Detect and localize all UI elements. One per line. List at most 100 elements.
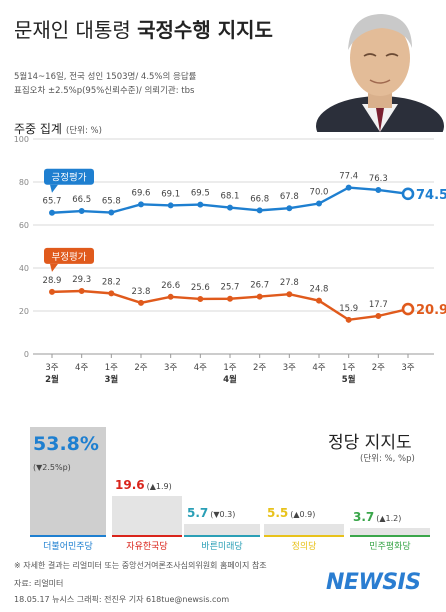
party-value: 5.7 <box>187 505 209 520</box>
data-label: 26.6 <box>161 281 180 291</box>
y-tick-label: 40 <box>19 264 29 273</box>
page-title: 문재인 대통령 국정수행 지지도 <box>14 14 273 43</box>
data-point <box>286 205 293 212</box>
last-value-label: 20.9% <box>416 303 446 318</box>
party-value: 53.8% <box>33 433 99 456</box>
x-tick-label: 3주 <box>283 363 296 373</box>
party-name: 더불어민주당 <box>43 542 93 552</box>
party-change: (▼0.3) <box>210 509 236 519</box>
data-point <box>167 293 174 300</box>
data-label: 65.7 <box>43 197 62 207</box>
party-name: 자유한국당 <box>126 542 168 552</box>
data-point <box>167 202 174 209</box>
data-point <box>227 295 233 302</box>
data-label: 17.7 <box>369 300 388 310</box>
data-label: 66.8 <box>250 194 269 204</box>
data-point <box>197 295 204 302</box>
data-label: 76.3 <box>369 174 388 184</box>
party-bar <box>350 527 430 537</box>
series-name: 부정평가 <box>52 252 87 263</box>
series-badge <box>44 247 94 264</box>
party-value: 5.5 <box>267 506 289 520</box>
x-tick-label: 4주 <box>75 363 88 373</box>
x-tick-label: 4주 <box>194 363 207 373</box>
y-tick-label: 20 <box>19 307 29 316</box>
series-negative: 28.9 29.3 28.2 23.8 26.6 25.6 25.7 26.7 27.8 24.8… <box>43 247 446 323</box>
y-tick-label: 80 <box>19 178 29 187</box>
y-axis-ticks: 0 20 40 60 80 100 <box>14 135 29 359</box>
month-label: 4월 <box>223 374 237 385</box>
data-point <box>78 288 85 295</box>
series-lines: 65.7 66.5 65.8 69.6 69.1 69.5 68.1 66.8 67.8 70.0… <box>43 168 446 323</box>
data-label: 28.2 <box>102 277 121 287</box>
series-name: 긍정평가 <box>52 173 87 184</box>
party-value-label: 5.7 (▼0.3) <box>187 502 235 521</box>
data-label: 26.7 <box>250 281 269 291</box>
last-value-label: 74.5% <box>416 188 446 203</box>
series-badge-pointer <box>50 263 58 272</box>
data-point <box>256 293 263 300</box>
data-label: 68.1 <box>221 192 240 202</box>
party-change: (▲1.2) <box>376 513 402 523</box>
x-tick-label: 1주 <box>105 363 118 373</box>
data-point <box>108 290 115 297</box>
x-tick-label: 3주 <box>45 363 58 373</box>
x-tick-label: 3주 <box>164 363 177 373</box>
data-point <box>256 207 263 214</box>
month-label: 3월 <box>104 374 118 385</box>
data-point <box>375 186 382 193</box>
series-positive: 65.7 66.5 65.8 69.6 69.1 69.5 68.1 66.8 67.8 70.0… <box>43 168 446 216</box>
data-point <box>49 209 55 216</box>
data-point <box>401 187 415 201</box>
party-name: 민주평화당 <box>369 542 411 552</box>
title-bold: 국정수행 지지도 <box>137 18 273 42</box>
party-bar <box>112 495 182 537</box>
footnote: ※ 자세한 결과는 리얼미터 또는 중앙선거여론조사심의위원회 홈페이지 참조 <box>14 561 267 570</box>
party-value-label: 19.6 (▲1.9) <box>115 474 172 493</box>
grid <box>33 138 434 355</box>
source: 자료: 리얼미터 <box>14 579 64 588</box>
party-bar <box>264 524 344 537</box>
data-label: 70.0 <box>310 188 329 198</box>
data-label: 77.4 <box>339 172 358 182</box>
party-bar <box>184 523 260 537</box>
data-label: 25.6 <box>191 283 210 293</box>
x-tick-label: 3주 <box>401 363 414 373</box>
data-point <box>375 312 382 319</box>
data-label: 65.8 <box>102 197 121 207</box>
party-name: 바른미래당 <box>201 542 243 552</box>
party-value-label: 5.5 (▲0.9) <box>267 502 315 521</box>
party-chart-unit: (단위: %, %p) <box>360 454 415 464</box>
party-chart-title: 정당 지지도 <box>328 433 412 453</box>
x-tick-label: 1주 <box>342 363 355 373</box>
party-value-label: 3.7 (▲1.2) <box>353 506 401 525</box>
data-label: 27.8 <box>280 278 299 288</box>
subtitle-line-1: 5월14~16일, 전국 성인 1503명/ 4.5%의 응답률 <box>14 72 197 82</box>
y-tick-label: 100 <box>14 135 29 144</box>
title-prefix: 문재인 대통령 <box>14 18 138 42</box>
x-tick-label: 2주 <box>372 363 385 373</box>
line-chart-unit: (단위: %) <box>65 126 102 136</box>
party-change: (▲1.9) <box>146 481 172 491</box>
newsis-logo: NEWSIS <box>326 570 421 595</box>
x-tick-label: 2주 <box>253 363 266 373</box>
data-point <box>345 316 352 323</box>
data-label: 25.7 <box>221 283 240 293</box>
line-chart-title-text: 주중 집계 <box>14 122 62 136</box>
party-name: 정의당 <box>291 542 317 552</box>
credit: 18.05.17 뉴시스 그래픽: 전진우 기자 618tue@newsis.c… <box>14 595 230 604</box>
data-label: 23.8 <box>132 287 151 297</box>
month-label: 5월 <box>342 374 356 385</box>
line-chart-title: 주중 집계 (단위: %) <box>14 120 102 137</box>
data-label: 69.5 <box>191 189 210 199</box>
x-tick-label: 2주 <box>134 363 147 373</box>
data-point <box>401 302 415 316</box>
data-point <box>49 288 55 295</box>
data-point <box>316 200 322 207</box>
data-label: 24.8 <box>310 285 329 295</box>
data-point <box>138 299 144 306</box>
data-label: 15.9 <box>339 304 358 314</box>
y-tick-label: 0 <box>24 350 29 359</box>
president-portrait <box>316 14 444 132</box>
